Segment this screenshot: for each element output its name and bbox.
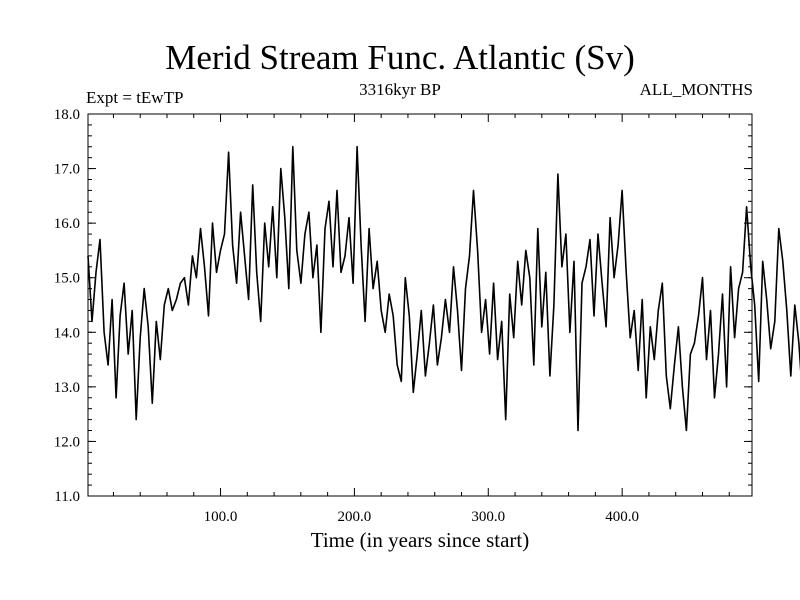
y-tick-label: 12.0 bbox=[54, 434, 80, 450]
plot-frame bbox=[87, 113, 753, 497]
chart-title: Merid Stream Func. Atlantic (Sv) bbox=[165, 38, 635, 77]
y-tick-label: 16.0 bbox=[54, 216, 80, 232]
series-line-amoc bbox=[87, 145, 800, 432]
y-tick-label: 15.0 bbox=[54, 271, 80, 287]
tick-labels: 11.0 12.0 13.0 14.0 15.0 16.0 17.0 18.0 100.0 200… bbox=[54, 107, 639, 525]
y-tick-label: 18.0 bbox=[54, 107, 80, 123]
y-tick-label: 11.0 bbox=[54, 489, 80, 505]
y-tick-label: 17.0 bbox=[54, 162, 80, 178]
experiment-label: Expt = tEwTP bbox=[86, 88, 184, 107]
x-tick-label: 300.0 bbox=[471, 509, 505, 525]
y-tick-label: 14.0 bbox=[54, 325, 80, 341]
x-tick-label: 200.0 bbox=[338, 509, 372, 525]
period-label: 3316kyr BP bbox=[359, 80, 441, 99]
x-axis-label: Time (in years since start) bbox=[310, 528, 530, 552]
months-label: ALL_MONTHS bbox=[639, 80, 753, 99]
x-tick-label: 100.0 bbox=[204, 509, 238, 525]
x-tick-label: 400.0 bbox=[605, 509, 639, 525]
y-tick-label: 13.0 bbox=[54, 380, 80, 396]
